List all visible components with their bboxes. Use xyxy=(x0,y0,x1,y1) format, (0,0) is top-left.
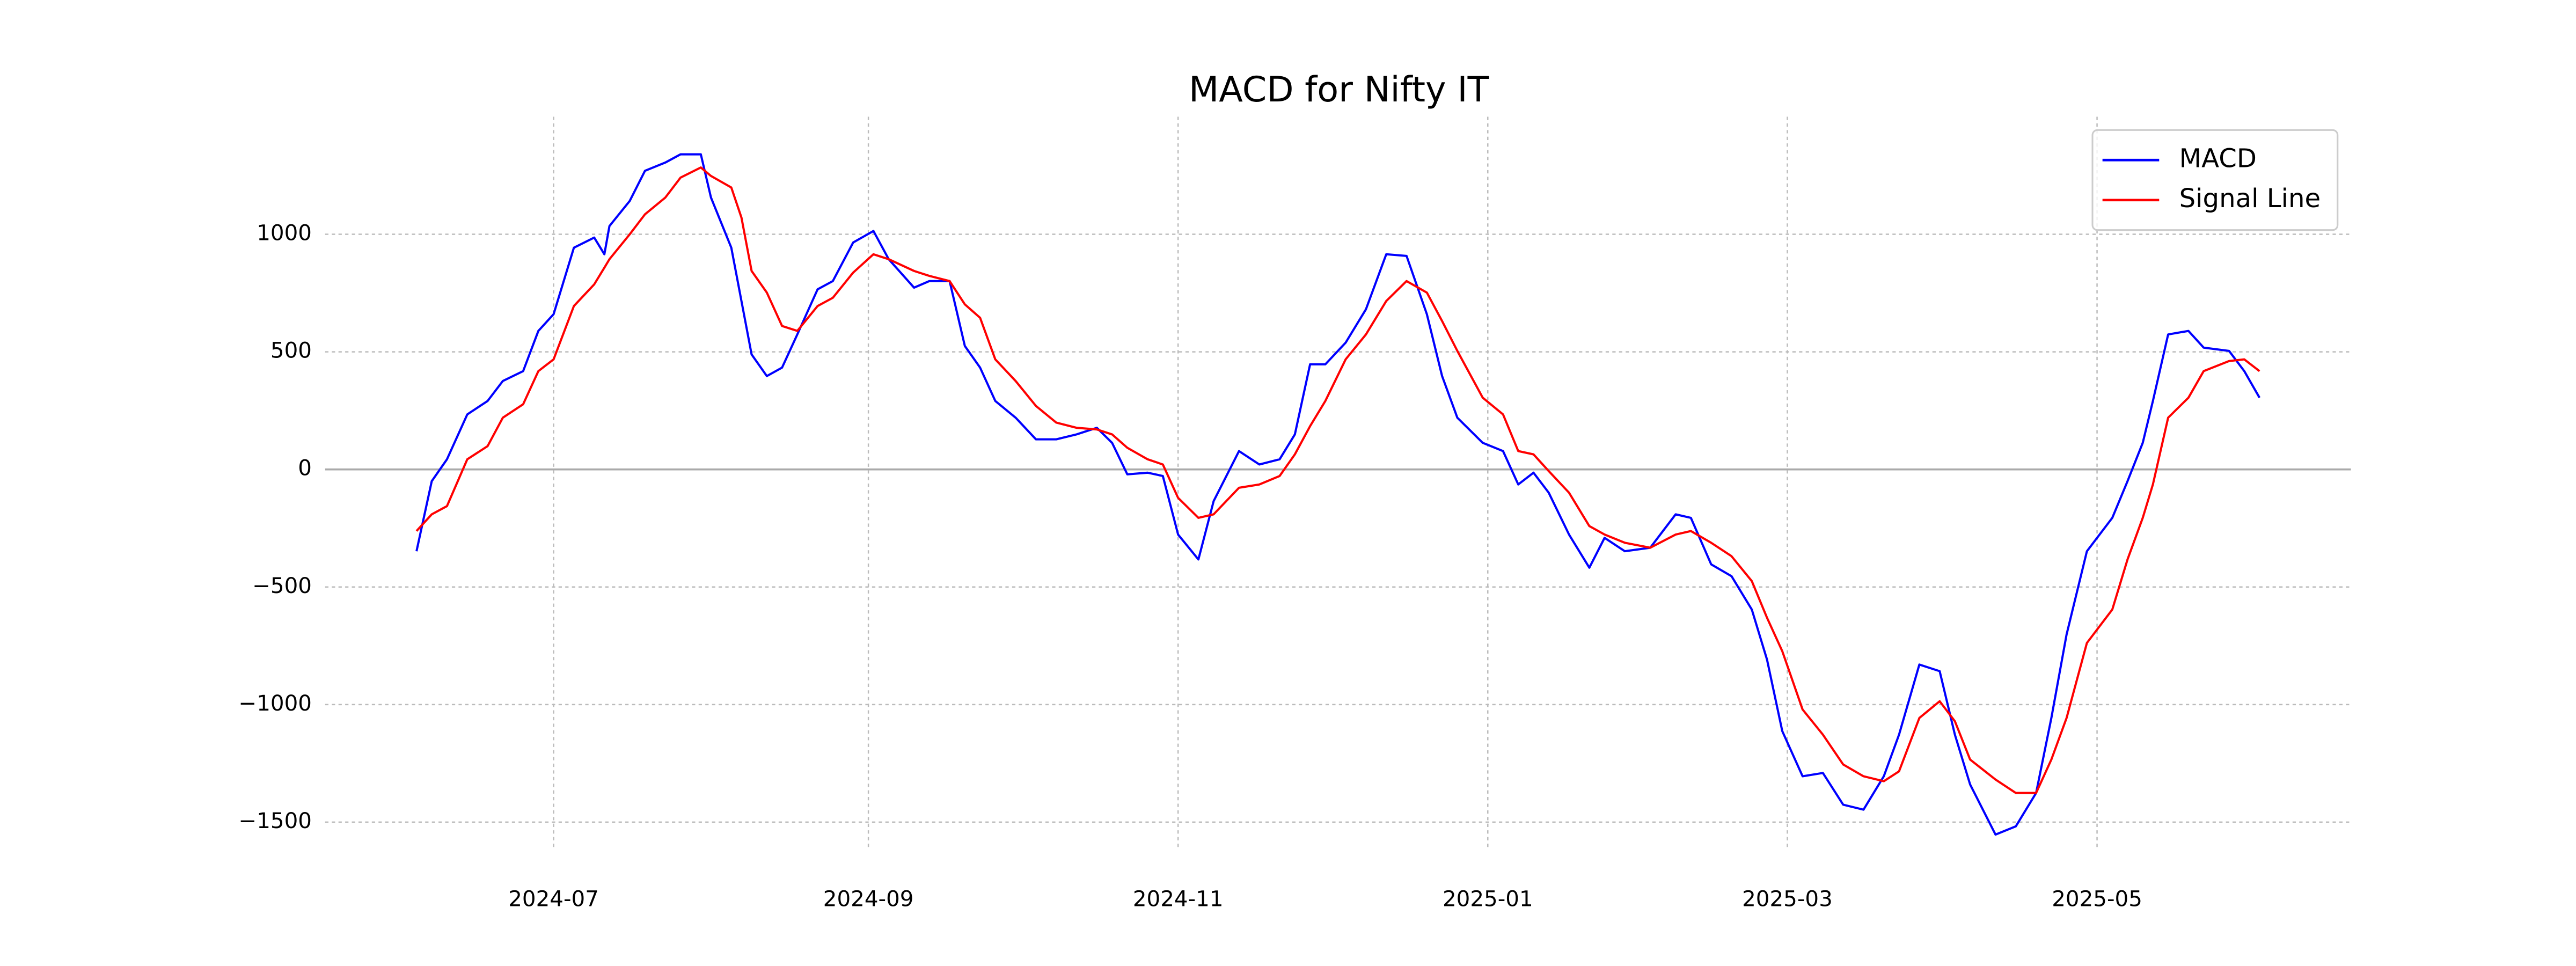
x-tick-label: 2024-09 xyxy=(823,887,914,912)
legend-label: Signal Line xyxy=(2179,184,2321,214)
y-tick-label: −1500 xyxy=(238,808,312,833)
x-tick-label: 2025-03 xyxy=(1742,887,1833,912)
chart-title: MACD for Nifty IT xyxy=(1189,69,1490,110)
x-tick-label: 2025-05 xyxy=(2052,887,2142,912)
x-tick-label: 2024-07 xyxy=(508,887,599,912)
data-line xyxy=(415,153,2261,836)
y-tick-label: −500 xyxy=(252,573,312,598)
y-tick-label: 0 xyxy=(298,456,312,481)
y-tick-label: 1000 xyxy=(257,221,312,246)
legend-label: MACD xyxy=(2179,143,2257,173)
y-tick-label: 500 xyxy=(270,338,312,363)
y-tick-label: −1000 xyxy=(238,691,312,716)
legend-box xyxy=(2091,129,2339,231)
x-tick-label: 2024-11 xyxy=(1133,887,1224,912)
x-tick-label: 2025-01 xyxy=(1443,887,1533,912)
data-line xyxy=(415,166,2260,794)
